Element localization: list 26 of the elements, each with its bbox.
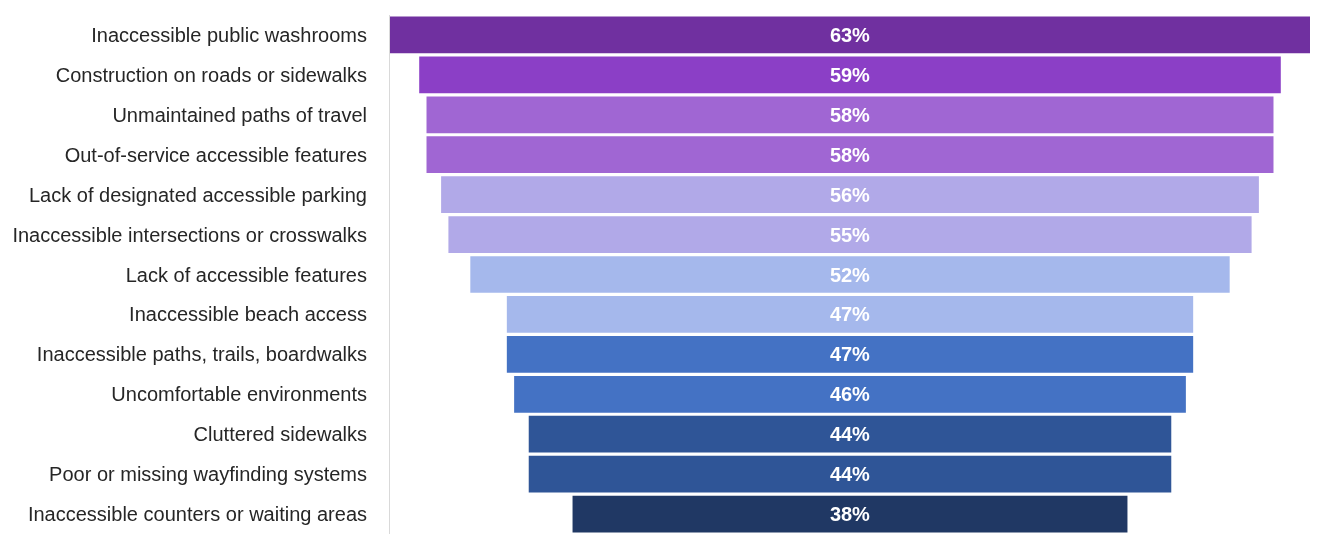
category-label: Lack of designated accessible parking: [29, 183, 367, 206]
category-label: Inaccessible intersections or crosswalks: [12, 223, 367, 246]
data-label: 47%: [829, 303, 871, 326]
data-label: 47%: [829, 343, 871, 366]
data-label: 38%: [829, 503, 871, 526]
data-label: 58%: [829, 143, 871, 166]
category-label: Unmaintained paths of travel: [112, 103, 367, 126]
data-label: 46%: [829, 383, 871, 406]
data-label: 44%: [829, 463, 871, 486]
data-label: 52%: [829, 263, 871, 286]
data-label: 63%: [829, 23, 871, 46]
category-label: Construction on roads or sidewalks: [55, 63, 367, 86]
category-label: Lack of accessible features: [125, 263, 367, 286]
data-label: 56%: [829, 183, 871, 206]
category-label: Uncomfortable environments: [111, 383, 367, 406]
data-label: 44%: [829, 423, 871, 446]
category-label: Out-of-service accessible features: [64, 143, 367, 166]
category-label: Inaccessible counters or waiting areas: [27, 503, 367, 526]
category-label: Poor or missing wayfinding systems: [49, 463, 367, 486]
category-label: Cluttered sidewalks: [193, 423, 367, 446]
data-label: 58%: [829, 103, 871, 126]
data-label: 59%: [829, 63, 871, 86]
category-label: Inaccessible paths, trails, boardwalks: [36, 343, 367, 366]
category-label: Inaccessible beach access: [129, 303, 367, 326]
category-label: Inaccessible public washrooms: [91, 23, 367, 46]
data-label: 55%: [829, 223, 871, 246]
